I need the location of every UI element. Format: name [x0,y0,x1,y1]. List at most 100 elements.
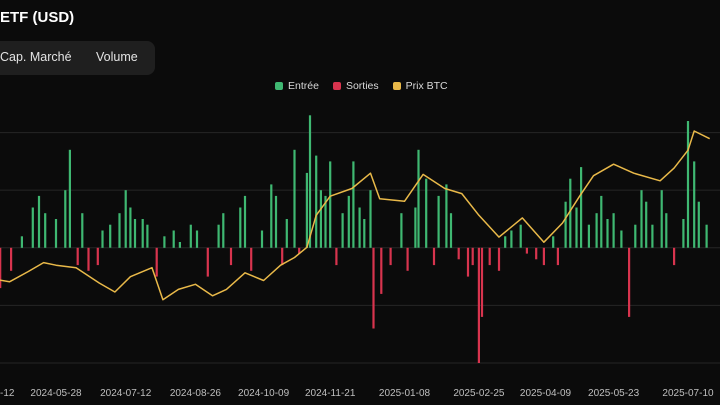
flow-bar-39 [285,219,288,248]
legend-item-inflow[interactable]: Entrée [275,80,319,92]
flow-bar-5 [37,195,41,248]
flow-bar-44 [315,155,318,248]
flow-bar-40 [293,149,296,248]
flow-bar-14 [101,230,104,248]
flow-bar-103 [697,201,700,248]
flow-bar-98 [665,213,668,248]
flow-bar-35 [260,230,264,248]
flow-bar-89 [606,219,609,248]
flow-bar-101 [686,121,690,248]
flow-bar-66 [449,213,453,248]
legend-item-price[interactable]: Prix BTC [392,80,448,92]
flow-bar-15 [109,224,112,248]
flow-bar-74 [504,236,507,248]
flow-bar-84 [575,207,578,248]
flow-bar-65 [445,184,448,248]
flow-bar-69 [471,247,474,266]
flow-bar-7 [54,219,58,248]
flow-bar-93 [634,224,637,248]
flow-bar-73 [497,247,501,271]
flow-bar-100 [682,219,685,248]
flow-bar-18 [129,207,132,248]
toggle-market-cap[interactable]: Cap. Marché [0,50,72,64]
flow-bar-28 [206,247,209,277]
flow-bar-99 [673,247,676,266]
flow-bar-76 [519,224,522,248]
flow-bar-22 [155,247,158,277]
flow-bar-32 [239,207,242,248]
x-tick-label-2: 2024-07-12 [100,388,152,399]
flow-bar-12 [87,247,90,271]
flow-bar-95 [645,201,648,248]
flow-bar-62 [425,178,428,248]
flow-bar-86 [587,224,590,248]
flow-bar-55 [372,247,375,329]
flow-bar-4 [31,207,34,248]
flow-bar-38 [281,247,284,266]
flow-bar-79 [542,247,545,266]
flow-bar-56 [380,247,383,294]
flow-bar-63 [432,247,436,266]
flow-bar-46 [324,195,327,248]
price-line [0,130,711,301]
flow-bar-42 [305,172,308,248]
flow-bar-61 [417,149,420,248]
flow-bar-45 [319,190,322,248]
flow-bar-29 [217,224,220,248]
flow-bar-88 [600,195,603,248]
flow-bar-1 [0,247,2,289]
flow-bar-19 [133,219,137,248]
flow-bar-54 [369,190,372,248]
legend-swatch-price [392,82,401,90]
x-tick-label-8: 2025-04-09 [520,388,572,399]
flow-bar-78 [535,247,538,260]
flow-bar-21 [146,224,149,248]
flow-bar-67 [457,247,460,260]
legend-swatch-inflow [275,82,283,90]
flow-bar-31 [229,247,233,266]
flow-bar-53 [363,219,366,248]
flow-bar-71 [480,247,484,317]
x-tick-label-7: 2025-02-25 [453,388,505,399]
flow-bar-57 [389,247,392,266]
flow-bar-10 [76,247,79,266]
legend-item-outflow[interactable]: Sorties [332,80,379,92]
flow-bar-6 [44,213,47,248]
flow-bar-85 [580,167,583,248]
flow-bar-91 [620,230,623,248]
x-tick-label-1: 2024-05-28 [30,388,82,399]
chart-legend: Entrée Sorties Prix BTC [275,80,448,92]
flow-bar-11 [81,213,84,248]
flow-bar-75 [510,230,513,248]
flow-bar-13 [96,247,99,266]
flow-bar-16 [118,213,121,248]
flow-bar-83 [569,178,572,248]
flow-bar-68 [466,247,470,277]
flow-bar-9 [68,149,71,248]
legend-label-outflow: Sorties [345,80,379,92]
flow-bar-47 [329,161,332,248]
legend-label-inflow: Entrée [288,80,319,92]
flow-bar-96 [651,224,654,248]
flow-bar-77 [525,247,528,254]
flow-bar-58 [400,213,403,248]
x-tick-label-0: -12 [0,388,15,399]
flow-bar-59 [406,247,409,271]
x-tick-label-3: 2024-08-26 [170,388,222,399]
flow-bar-23 [163,236,166,248]
flow-bar-51 [352,161,355,248]
legend-swatch-outflow [332,82,341,90]
flow-bar-64 [437,195,440,248]
flow-bar-60 [414,207,417,248]
toggle-volume[interactable]: Volume [96,50,138,64]
flow-bar-82 [564,201,567,248]
flow-bar-25 [178,242,181,248]
legend-label-price: Prix BTC [405,80,448,92]
flow-bar-49 [341,213,344,248]
flow-bar-90 [612,213,615,248]
flow-bar-50 [347,195,350,248]
flow-bar-37 [274,195,278,248]
flow-bar-2 [10,247,13,271]
x-tick-label-6: 2025-01-08 [379,388,431,399]
